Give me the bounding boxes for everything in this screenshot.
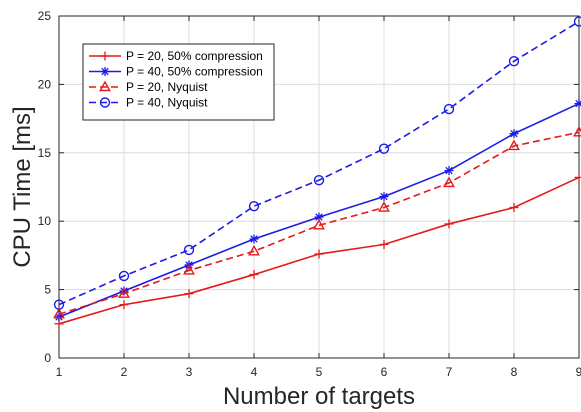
x-tick-label: 6 [381, 365, 388, 379]
y-tick-label: 15 [38, 146, 52, 160]
series-line [58, 131, 580, 315]
y-axis-title: CPU Time [ms] [9, 106, 36, 267]
triangle-marker [443, 176, 455, 188]
series-0 [54, 172, 581, 329]
triangle-marker [573, 125, 581, 137]
plus-marker [119, 300, 129, 310]
x-axis-title: Number of targets [223, 383, 415, 410]
circle-marker [99, 97, 111, 108]
triangle-marker [183, 264, 195, 275]
asterisk-marker [444, 166, 454, 176]
circle-marker [313, 174, 325, 186]
plus-marker [184, 289, 194, 299]
y-tick-label: 25 [38, 9, 52, 23]
legend-entry: P = 20, 50% compression [89, 49, 263, 63]
plus-marker [379, 239, 389, 249]
plus-marker [509, 203, 519, 213]
legend-entry: P = 40, 50% compression [89, 65, 263, 79]
asterisk-marker [574, 99, 581, 109]
plus-marker [249, 270, 259, 280]
circle-marker [443, 103, 455, 115]
legend-label: P = 20, Nyquist [126, 80, 208, 94]
asterisk-marker [379, 192, 389, 202]
legend-label: P = 40, Nyquist [126, 96, 208, 110]
circle-marker [378, 143, 390, 154]
triangle-marker [99, 80, 111, 92]
asterisk-marker [249, 234, 259, 244]
circle-marker [508, 55, 520, 67]
x-tick-label: 5 [316, 365, 323, 379]
series-lines [53, 16, 581, 329]
legend-entry: P = 20, Nyquist [89, 80, 208, 94]
legend-entry: P = 40, Nyquist [89, 96, 208, 110]
series-3 [53, 16, 581, 310]
series-line [58, 20, 580, 306]
plus-marker [314, 249, 324, 259]
grid-lines [58, 15, 580, 359]
y-tick-label: 20 [38, 77, 52, 91]
x-tick-labels: 1 2 3 4 5 6 7 8 9 [56, 365, 581, 379]
asterisk-marker [54, 312, 64, 322]
circle-marker [573, 16, 581, 27]
legend: P = 20, 50% compression P = 40, 50% compr… [82, 43, 275, 121]
axis-ticks [58, 15, 580, 359]
x-tick-label: 8 [511, 365, 518, 379]
y-tick-label: 5 [44, 283, 51, 297]
x-tick-label: 1 [56, 365, 63, 379]
plus-marker [100, 51, 110, 61]
x-tick-label: 3 [186, 365, 193, 379]
legend-entries: P = 20, 50% compression P = 40, 50% compr… [89, 49, 263, 110]
x-tick-label: 2 [121, 365, 128, 379]
circle-marker [53, 299, 65, 310]
y-tick-label: 10 [38, 214, 52, 228]
circle-marker [183, 244, 195, 256]
triangle-marker [378, 201, 390, 212]
x-tick-label: 9 [576, 365, 581, 379]
x-tick-label: 4 [251, 365, 258, 379]
circle-marker [118, 270, 130, 282]
plus-marker [574, 172, 581, 182]
asterisk-marker [100, 67, 110, 76]
asterisk-marker [509, 129, 519, 139]
y-tick-label: 0 [44, 351, 51, 365]
plus-marker [444, 219, 454, 229]
triangle-marker [508, 139, 520, 151]
triangle-marker [248, 244, 260, 256]
legend-label: P = 20, 50% compression [126, 49, 263, 63]
triangle-marker [53, 307, 65, 319]
triangle-marker [118, 287, 130, 298]
circle-marker [248, 200, 260, 212]
legend-label: P = 40, 50% compression [126, 65, 263, 79]
x-tick-label: 7 [446, 365, 453, 379]
triangle-marker [313, 218, 325, 230]
y-tick-labels: 0 5 10 15 20 25 [38, 9, 52, 365]
series-2 [53, 125, 581, 319]
